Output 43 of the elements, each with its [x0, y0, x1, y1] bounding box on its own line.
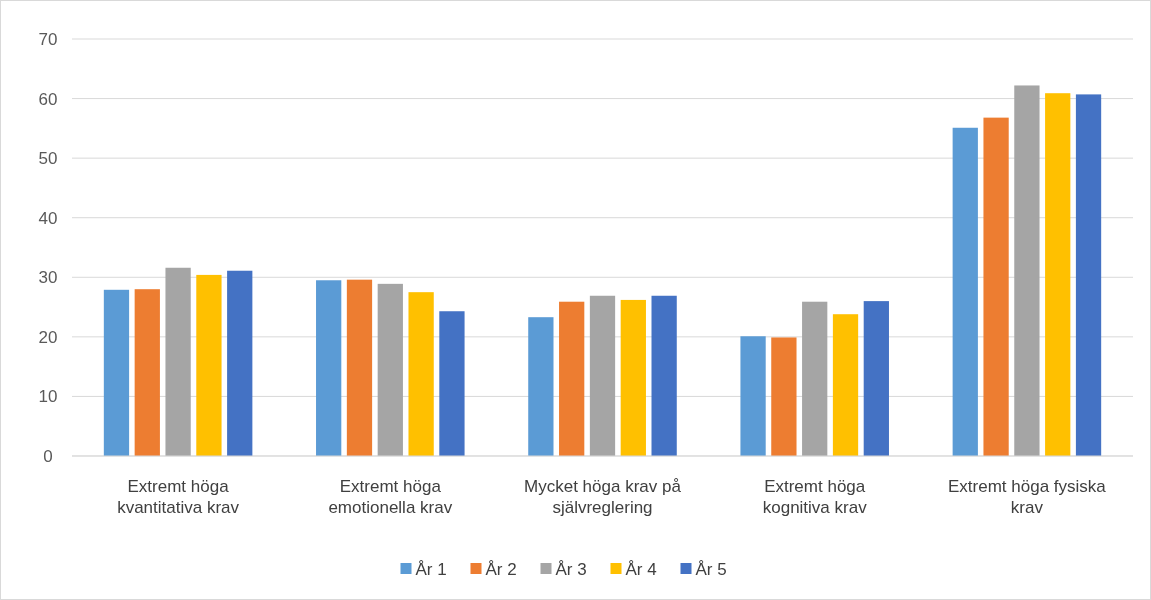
- bar: [589, 295, 616, 456]
- y-tick-label: 20: [38, 327, 58, 347]
- bar: [1045, 93, 1071, 456]
- y-tick-label: 60: [38, 89, 58, 109]
- legend-label: År 1: [415, 559, 447, 579]
- bar: [802, 301, 828, 456]
- bar: [771, 337, 797, 456]
- y-tick-label: 10: [38, 387, 58, 407]
- y-tick-label: 30: [38, 268, 58, 288]
- bar: [832, 314, 859, 456]
- x-tick-label: Mycket höga krav på självreglering: [524, 477, 682, 517]
- bar: [740, 336, 766, 456]
- x-tick-label: Extremt höga kvantitativa krav: [117, 477, 240, 517]
- bar: [1075, 94, 1102, 456]
- x-tick-label: Extremt höga kognitiva krav: [762, 477, 868, 517]
- legend-label: År 4: [625, 559, 657, 579]
- bar: [165, 267, 191, 456]
- y-tick-label: 40: [38, 208, 58, 228]
- x-tick-label: Extremt höga emotionella krav: [328, 477, 453, 517]
- x-tick-label: Extremt höga fysiska krav: [948, 477, 1107, 517]
- y-tick-label: 50: [38, 149, 58, 169]
- bar: [983, 117, 1009, 456]
- legend-label: År 5: [695, 559, 727, 579]
- bar: [559, 301, 585, 456]
- bar: [227, 270, 253, 456]
- bar: [134, 289, 160, 456]
- legend-label: År 2: [485, 559, 517, 579]
- bar: [620, 299, 646, 456]
- bar: [103, 289, 130, 456]
- bar: [1014, 85, 1040, 456]
- bar: [528, 317, 554, 456]
- bar: [346, 279, 373, 456]
- bar: [377, 283, 403, 456]
- legend-label: År 3: [555, 559, 587, 579]
- bar: [651, 295, 677, 456]
- bar: [863, 301, 889, 456]
- bar: [408, 292, 434, 456]
- bar: [952, 127, 978, 456]
- bar: [439, 311, 465, 456]
- y-tick-label: 70: [38, 29, 58, 49]
- bar: [196, 274, 222, 456]
- bar: [316, 280, 342, 456]
- y-tick-label: 0: [43, 446, 53, 466]
